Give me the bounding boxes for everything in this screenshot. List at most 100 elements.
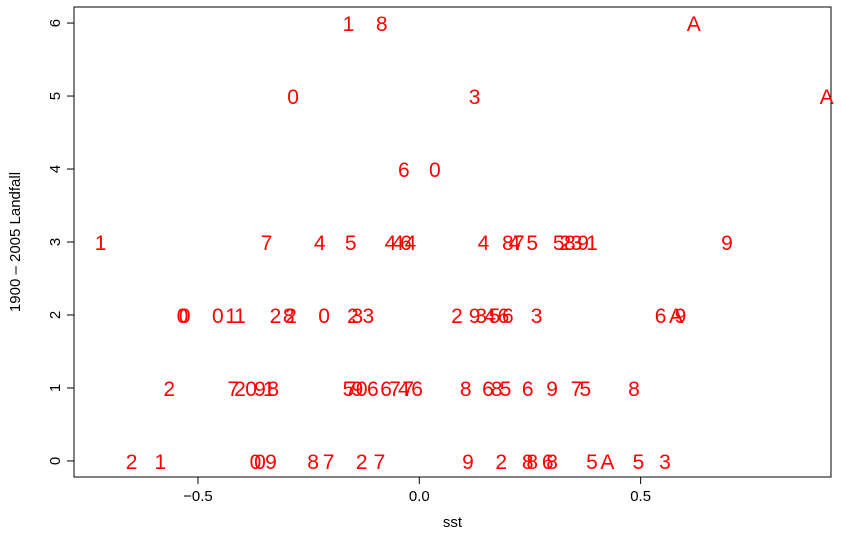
y-tick-label: 3 xyxy=(47,238,64,246)
data-point-label: 3 xyxy=(475,305,487,328)
data-point-label: 8 xyxy=(502,232,514,255)
y-tick-label: 6 xyxy=(47,19,64,27)
data-point-label: 8 xyxy=(546,451,558,474)
data-point-label: 6 xyxy=(502,305,514,328)
data-point-label: 6 xyxy=(380,378,392,401)
data-point-label: A xyxy=(600,451,614,474)
data-point-label: 8 xyxy=(564,232,576,255)
data-point-label: 9 xyxy=(351,378,363,401)
data-point-label: 2 xyxy=(126,451,138,474)
data-point-label: 3 xyxy=(659,451,671,474)
data-point-label: 5 xyxy=(345,232,357,255)
data-point-label: 6 xyxy=(400,232,412,255)
data-point-label: 2 xyxy=(163,378,175,401)
data-point-label: 2 xyxy=(285,305,297,328)
data-point-label: 6 xyxy=(542,451,554,474)
data-point-label: 9 xyxy=(254,378,266,401)
x-tick-label: −0.5 xyxy=(183,488,213,505)
data-point-label: 6 xyxy=(522,378,534,401)
data-point-label: A xyxy=(820,86,834,109)
data-point-label: 6 xyxy=(411,378,423,401)
data-point-label: A xyxy=(687,13,701,36)
data-point-label: 0 xyxy=(287,86,299,109)
data-point-label: 8 xyxy=(526,451,538,474)
data-point-label: 4 xyxy=(392,232,404,255)
data-point-label: 2 xyxy=(270,305,282,328)
data-point-label: 9 xyxy=(675,305,687,328)
data-point-label: 2 xyxy=(451,305,463,328)
data-point-label: 4 xyxy=(478,232,490,255)
plot-area-frame xyxy=(73,6,832,478)
y-axis-title: 1900 – 2005 Landfall xyxy=(7,172,24,312)
data-point-label: 6 xyxy=(398,159,410,182)
data-point-label: 0 xyxy=(250,451,262,474)
data-point-label: 4 xyxy=(385,232,397,255)
data-point-label: 8 xyxy=(460,378,472,401)
y-tick-label: 2 xyxy=(47,311,64,319)
data-point-label: 2 xyxy=(347,305,359,328)
data-point-label: 2 xyxy=(356,451,368,474)
x-axis: −0.5 0.0 0.5 xyxy=(183,476,651,505)
data-point-label: 4 xyxy=(405,232,417,255)
data-point-label: 9 xyxy=(265,451,277,474)
data-point-label: 7 xyxy=(345,378,357,401)
data-point-label: 5 xyxy=(526,232,538,255)
data-point-label: 4 xyxy=(484,305,496,328)
data-point-label: 3 xyxy=(469,86,481,109)
data-point-label: 0 xyxy=(179,305,191,328)
data-point-label: 2 xyxy=(560,232,572,255)
x-axis-title: sst xyxy=(443,514,463,531)
data-point-label: 9 xyxy=(462,451,474,474)
data-point-label: 7 xyxy=(374,451,386,474)
data-point-label: 8 xyxy=(376,13,388,36)
data-point-label: 5 xyxy=(633,451,645,474)
data-point-label: 6 xyxy=(367,378,379,401)
data-point-label: 7 xyxy=(571,378,583,401)
data-point-label: 5 xyxy=(586,451,598,474)
data-point-label: 0 xyxy=(212,305,224,328)
y-axis: 0 1 2 3 4 5 6 xyxy=(47,19,75,465)
data-point-label: 7 xyxy=(513,232,525,255)
data-point-label: 0 xyxy=(356,378,368,401)
data-point-label: 3 xyxy=(571,232,583,255)
data-point-label: 6 xyxy=(655,305,667,328)
data-point-label: 6 xyxy=(498,305,510,328)
y-tick-label: 5 xyxy=(47,92,64,100)
data-point-label: 5 xyxy=(489,305,501,328)
data-point-label: 1 xyxy=(95,232,107,255)
data-point-label: 7 xyxy=(402,378,414,401)
data-point-label: 8 xyxy=(267,378,279,401)
data-point-label: 1 xyxy=(586,232,598,255)
data-point-label: 4 xyxy=(509,232,521,255)
data-point-label: 5 xyxy=(579,378,591,401)
data-point-label: 9 xyxy=(577,232,589,255)
data-point-label: 8 xyxy=(522,451,534,474)
data-point-label: 0 xyxy=(318,305,330,328)
data-point-label: 7 xyxy=(323,451,335,474)
x-tick-label: 0.5 xyxy=(630,488,651,505)
data-point-label: 1 xyxy=(225,305,237,328)
data-point-label: 5 xyxy=(500,378,512,401)
data-point-label: 4 xyxy=(314,232,326,255)
data-point-label: 6 xyxy=(482,378,494,401)
data-point-label: 3 xyxy=(351,305,363,328)
data-point-label: 2 xyxy=(234,378,246,401)
data-point-label: 7 xyxy=(261,232,273,255)
data-point-label: 3 xyxy=(531,305,543,328)
data-point-label: 1 xyxy=(343,13,355,36)
data-point-label: 1 xyxy=(234,305,246,328)
y-tick-label: 0 xyxy=(47,457,64,465)
data-point-label: 8 xyxy=(491,378,503,401)
data-point-label: 8 xyxy=(283,305,295,328)
data-point-label: 1 xyxy=(263,378,275,401)
y-tick-label: 4 xyxy=(47,165,64,173)
data-point-label: A xyxy=(669,305,683,328)
data-point-label: 4 xyxy=(398,378,410,401)
data-point-label: 7 xyxy=(228,378,240,401)
data-point-label: 9 xyxy=(469,305,481,328)
data-point-label: 3 xyxy=(363,305,375,328)
x-tick-label: 0.0 xyxy=(409,488,430,505)
data-point-label: 5 xyxy=(343,378,355,401)
data-point-label: 5 xyxy=(553,232,565,255)
